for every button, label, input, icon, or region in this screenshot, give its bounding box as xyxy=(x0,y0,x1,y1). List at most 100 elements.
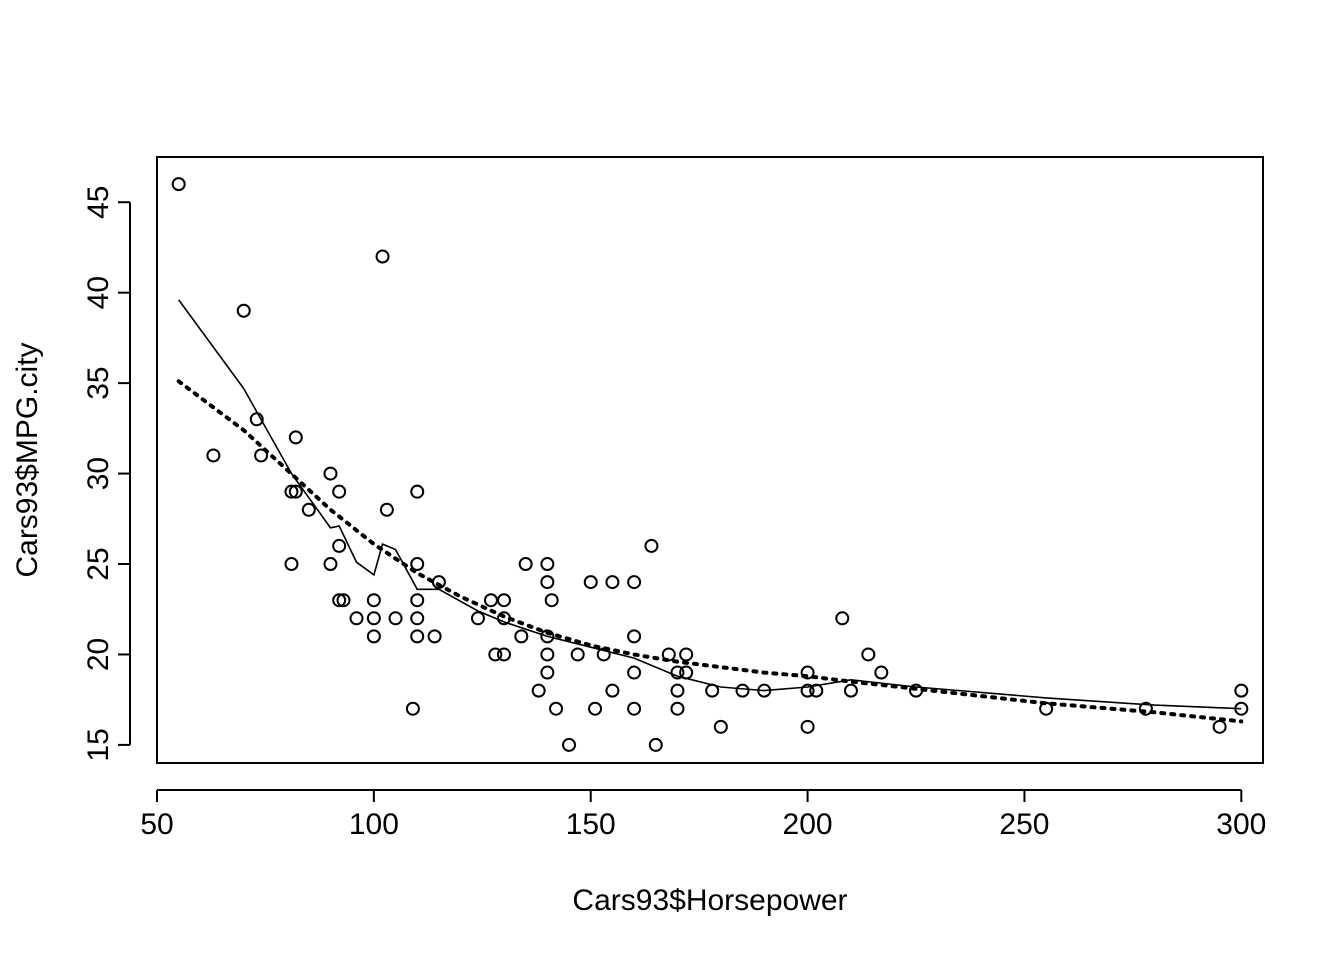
data-point xyxy=(288,430,303,445)
data-point xyxy=(800,719,815,734)
data-point xyxy=(670,665,685,680)
data-point xyxy=(323,557,338,572)
data-point xyxy=(1234,683,1249,698)
y-tick-label: 35 xyxy=(82,366,115,399)
data-point xyxy=(705,683,720,698)
data-points xyxy=(171,177,1249,752)
data-point xyxy=(835,611,850,626)
data-point xyxy=(332,593,347,608)
data-point xyxy=(483,593,498,608)
data-point xyxy=(410,629,425,644)
data-point xyxy=(679,665,694,680)
data-point xyxy=(627,629,642,644)
data-point xyxy=(713,719,728,734)
data-point xyxy=(496,611,511,626)
data-point xyxy=(800,683,815,698)
data-point xyxy=(644,538,659,553)
data-point xyxy=(284,557,299,572)
y-axis-title: Cars93$MPG.city xyxy=(11,342,44,577)
data-point xyxy=(809,683,824,698)
data-point xyxy=(540,665,555,680)
data-point xyxy=(410,557,425,572)
plot-frame xyxy=(156,156,1264,764)
y-axis: 15 20 25 30 35 40 45 xyxy=(82,186,131,762)
data-point xyxy=(679,647,694,662)
data-point xyxy=(570,647,585,662)
data-point xyxy=(470,611,485,626)
data-point xyxy=(757,683,772,698)
data-point xyxy=(249,412,264,427)
data-point xyxy=(496,593,511,608)
data-point xyxy=(332,538,347,553)
data-point xyxy=(336,593,351,608)
data-point xyxy=(670,701,685,716)
data-point xyxy=(909,683,924,698)
y-tick-label: 30 xyxy=(82,457,115,490)
data-point xyxy=(514,629,529,644)
data-point xyxy=(488,647,503,662)
data-point xyxy=(518,557,533,572)
data-point xyxy=(800,665,815,680)
data-point xyxy=(540,575,555,590)
smooth-curves xyxy=(176,299,1244,724)
data-point xyxy=(627,701,642,716)
x-tick-label: 50 xyxy=(140,808,173,841)
data-point xyxy=(332,484,347,499)
data-point xyxy=(583,575,598,590)
data-point xyxy=(605,683,620,698)
data-point xyxy=(605,575,620,590)
dotted-smooth-line xyxy=(176,379,1244,724)
x-axis: 50 100 150 200 250 300 xyxy=(140,789,1266,841)
data-point xyxy=(496,647,511,662)
data-point xyxy=(410,593,425,608)
data-point xyxy=(874,665,889,680)
data-point xyxy=(427,629,442,644)
x-tick-label: 200 xyxy=(783,808,833,841)
data-point xyxy=(284,484,299,499)
data-point xyxy=(366,629,381,644)
data-point xyxy=(236,303,251,318)
data-point xyxy=(171,177,186,192)
data-point xyxy=(1138,701,1153,716)
data-point xyxy=(544,593,559,608)
data-point xyxy=(843,683,858,698)
x-tick-label: 150 xyxy=(566,808,616,841)
data-point xyxy=(405,701,420,716)
data-point xyxy=(549,701,564,716)
data-point xyxy=(366,611,381,626)
data-point xyxy=(379,502,394,517)
data-point xyxy=(627,575,642,590)
data-point xyxy=(540,557,555,572)
data-point xyxy=(861,647,876,662)
data-point xyxy=(366,593,381,608)
data-point xyxy=(540,647,555,662)
y-tick-label: 20 xyxy=(82,638,115,671)
data-point xyxy=(431,575,446,590)
data-point xyxy=(323,466,338,481)
data-point xyxy=(648,737,663,752)
data-point xyxy=(562,737,577,752)
data-point xyxy=(254,448,269,463)
data-point xyxy=(1039,701,1054,716)
data-point xyxy=(661,647,676,662)
data-point xyxy=(388,611,403,626)
data-point xyxy=(670,683,685,698)
data-point xyxy=(735,683,750,698)
data-point xyxy=(588,701,603,716)
data-point xyxy=(531,683,546,698)
data-point xyxy=(349,611,364,626)
solid-smooth-line xyxy=(178,299,1242,710)
data-point xyxy=(1212,719,1227,734)
y-tick-label: 45 xyxy=(82,186,115,219)
x-tick-label: 250 xyxy=(999,808,1049,841)
data-point xyxy=(301,502,316,517)
x-tick-label: 300 xyxy=(1216,808,1266,841)
x-tick-label: 100 xyxy=(349,808,399,841)
data-point xyxy=(410,611,425,626)
data-point xyxy=(375,249,390,264)
y-tick-label: 15 xyxy=(82,728,115,761)
data-point xyxy=(206,448,221,463)
data-point xyxy=(1234,701,1249,716)
data-point xyxy=(540,629,555,644)
